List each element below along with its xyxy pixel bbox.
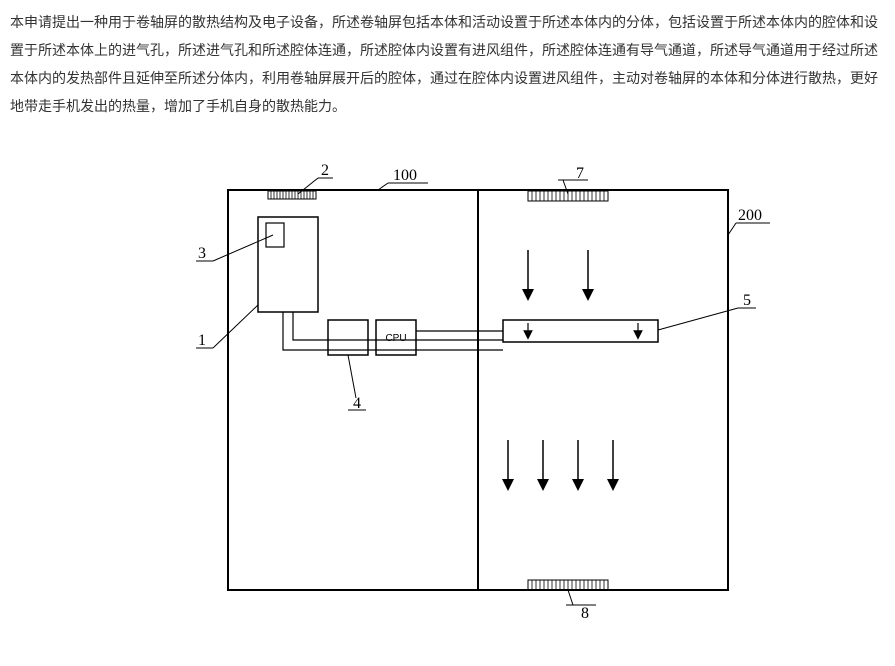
svg-text:1: 1 (198, 332, 206, 349)
airflow-arrows-box5 (528, 323, 638, 335)
label-3: 3 (196, 235, 273, 262)
vent-8 (528, 580, 608, 590)
label-100: 100 (378, 167, 428, 190)
vent-2 (268, 191, 316, 199)
component-3 (266, 223, 284, 247)
label-4: 4 (348, 355, 366, 412)
patent-diagram: CPU (98, 150, 798, 630)
label-200: 200 (728, 207, 770, 235)
svg-text:5: 5 (743, 292, 751, 309)
svg-text:100: 100 (393, 167, 417, 184)
label-8: 8 (566, 590, 596, 622)
svg-text:8: 8 (581, 605, 589, 622)
airflow-arrows-upper (528, 250, 588, 295)
component-box-1 (258, 217, 318, 312)
description-text: 本申请提出一种用于卷轴屏的散热结构及电子设备，所述卷轴屏包括本体和活动设置于所述… (10, 14, 878, 114)
label-5: 5 (658, 292, 756, 330)
diagram-container: CPU (10, 150, 885, 630)
svg-text:3: 3 (198, 245, 206, 262)
svg-text:200: 200 (738, 207, 762, 224)
patent-description: 本申请提出一种用于卷轴屏的散热结构及电子设备，所述卷轴屏包括本体和活动设置于所述… (10, 8, 885, 120)
svg-text:7: 7 (576, 165, 584, 182)
svg-text:2: 2 (321, 162, 329, 179)
svg-text:4: 4 (353, 395, 361, 412)
component-5 (503, 320, 658, 342)
cpu-label: CPU (385, 333, 406, 344)
vent-7 (528, 191, 608, 201)
airflow-arrows-lower (508, 440, 613, 485)
